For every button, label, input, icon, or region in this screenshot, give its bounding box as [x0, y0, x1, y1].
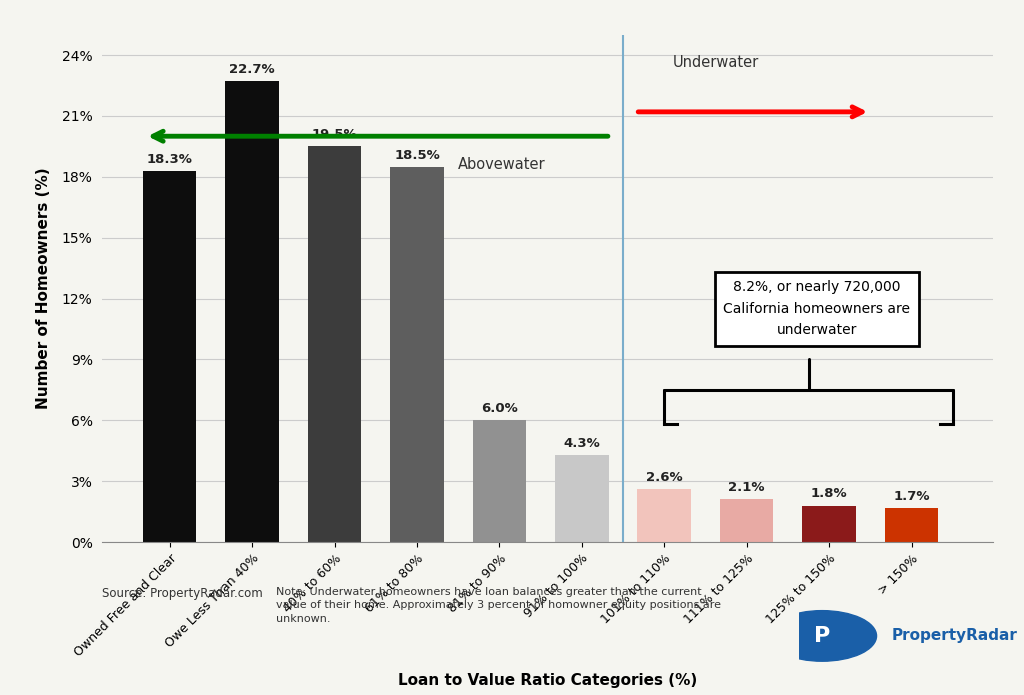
Text: 4.3%: 4.3% [563, 436, 600, 450]
Circle shape [768, 611, 877, 661]
Bar [885, 507, 938, 542]
Text: 8.2%, or nearly 720,000
California homeowners are
underwater: 8.2%, or nearly 720,000 California homeo… [723, 280, 910, 337]
Text: 1.8%: 1.8% [811, 487, 848, 500]
Bar [143, 171, 197, 542]
Bar [390, 167, 443, 542]
Text: 18.3%: 18.3% [146, 153, 193, 165]
Bar [225, 81, 279, 542]
Y-axis label: Number of Homeowners (%): Number of Homeowners (%) [36, 167, 51, 409]
Text: PropertyRadar: PropertyRadar [892, 628, 1018, 644]
Text: Abovewater: Abovewater [458, 156, 546, 172]
Text: 19.5%: 19.5% [311, 129, 357, 141]
Text: P: P [814, 626, 830, 646]
Bar [308, 147, 361, 542]
Bar [473, 420, 526, 542]
Text: 22.7%: 22.7% [229, 63, 274, 76]
Text: Underwater: Underwater [673, 55, 759, 70]
Bar [720, 500, 773, 542]
Bar [803, 505, 856, 542]
Bar [555, 455, 608, 542]
Text: Note: Underwater homeowners have loan balances greater than the current
value of: Note: Underwater homeowners have loan ba… [276, 587, 722, 623]
Text: 6.0%: 6.0% [481, 402, 518, 415]
Text: 1.7%: 1.7% [893, 489, 930, 502]
X-axis label: Loan to Value Ratio Categories (%): Loan to Value Ratio Categories (%) [398, 673, 697, 688]
Text: 2.6%: 2.6% [646, 471, 683, 484]
Text: 2.1%: 2.1% [728, 482, 765, 494]
Text: Source: PropertyRadar.com: Source: PropertyRadar.com [102, 587, 263, 600]
Text: 18.5%: 18.5% [394, 149, 440, 161]
Bar [638, 489, 691, 542]
